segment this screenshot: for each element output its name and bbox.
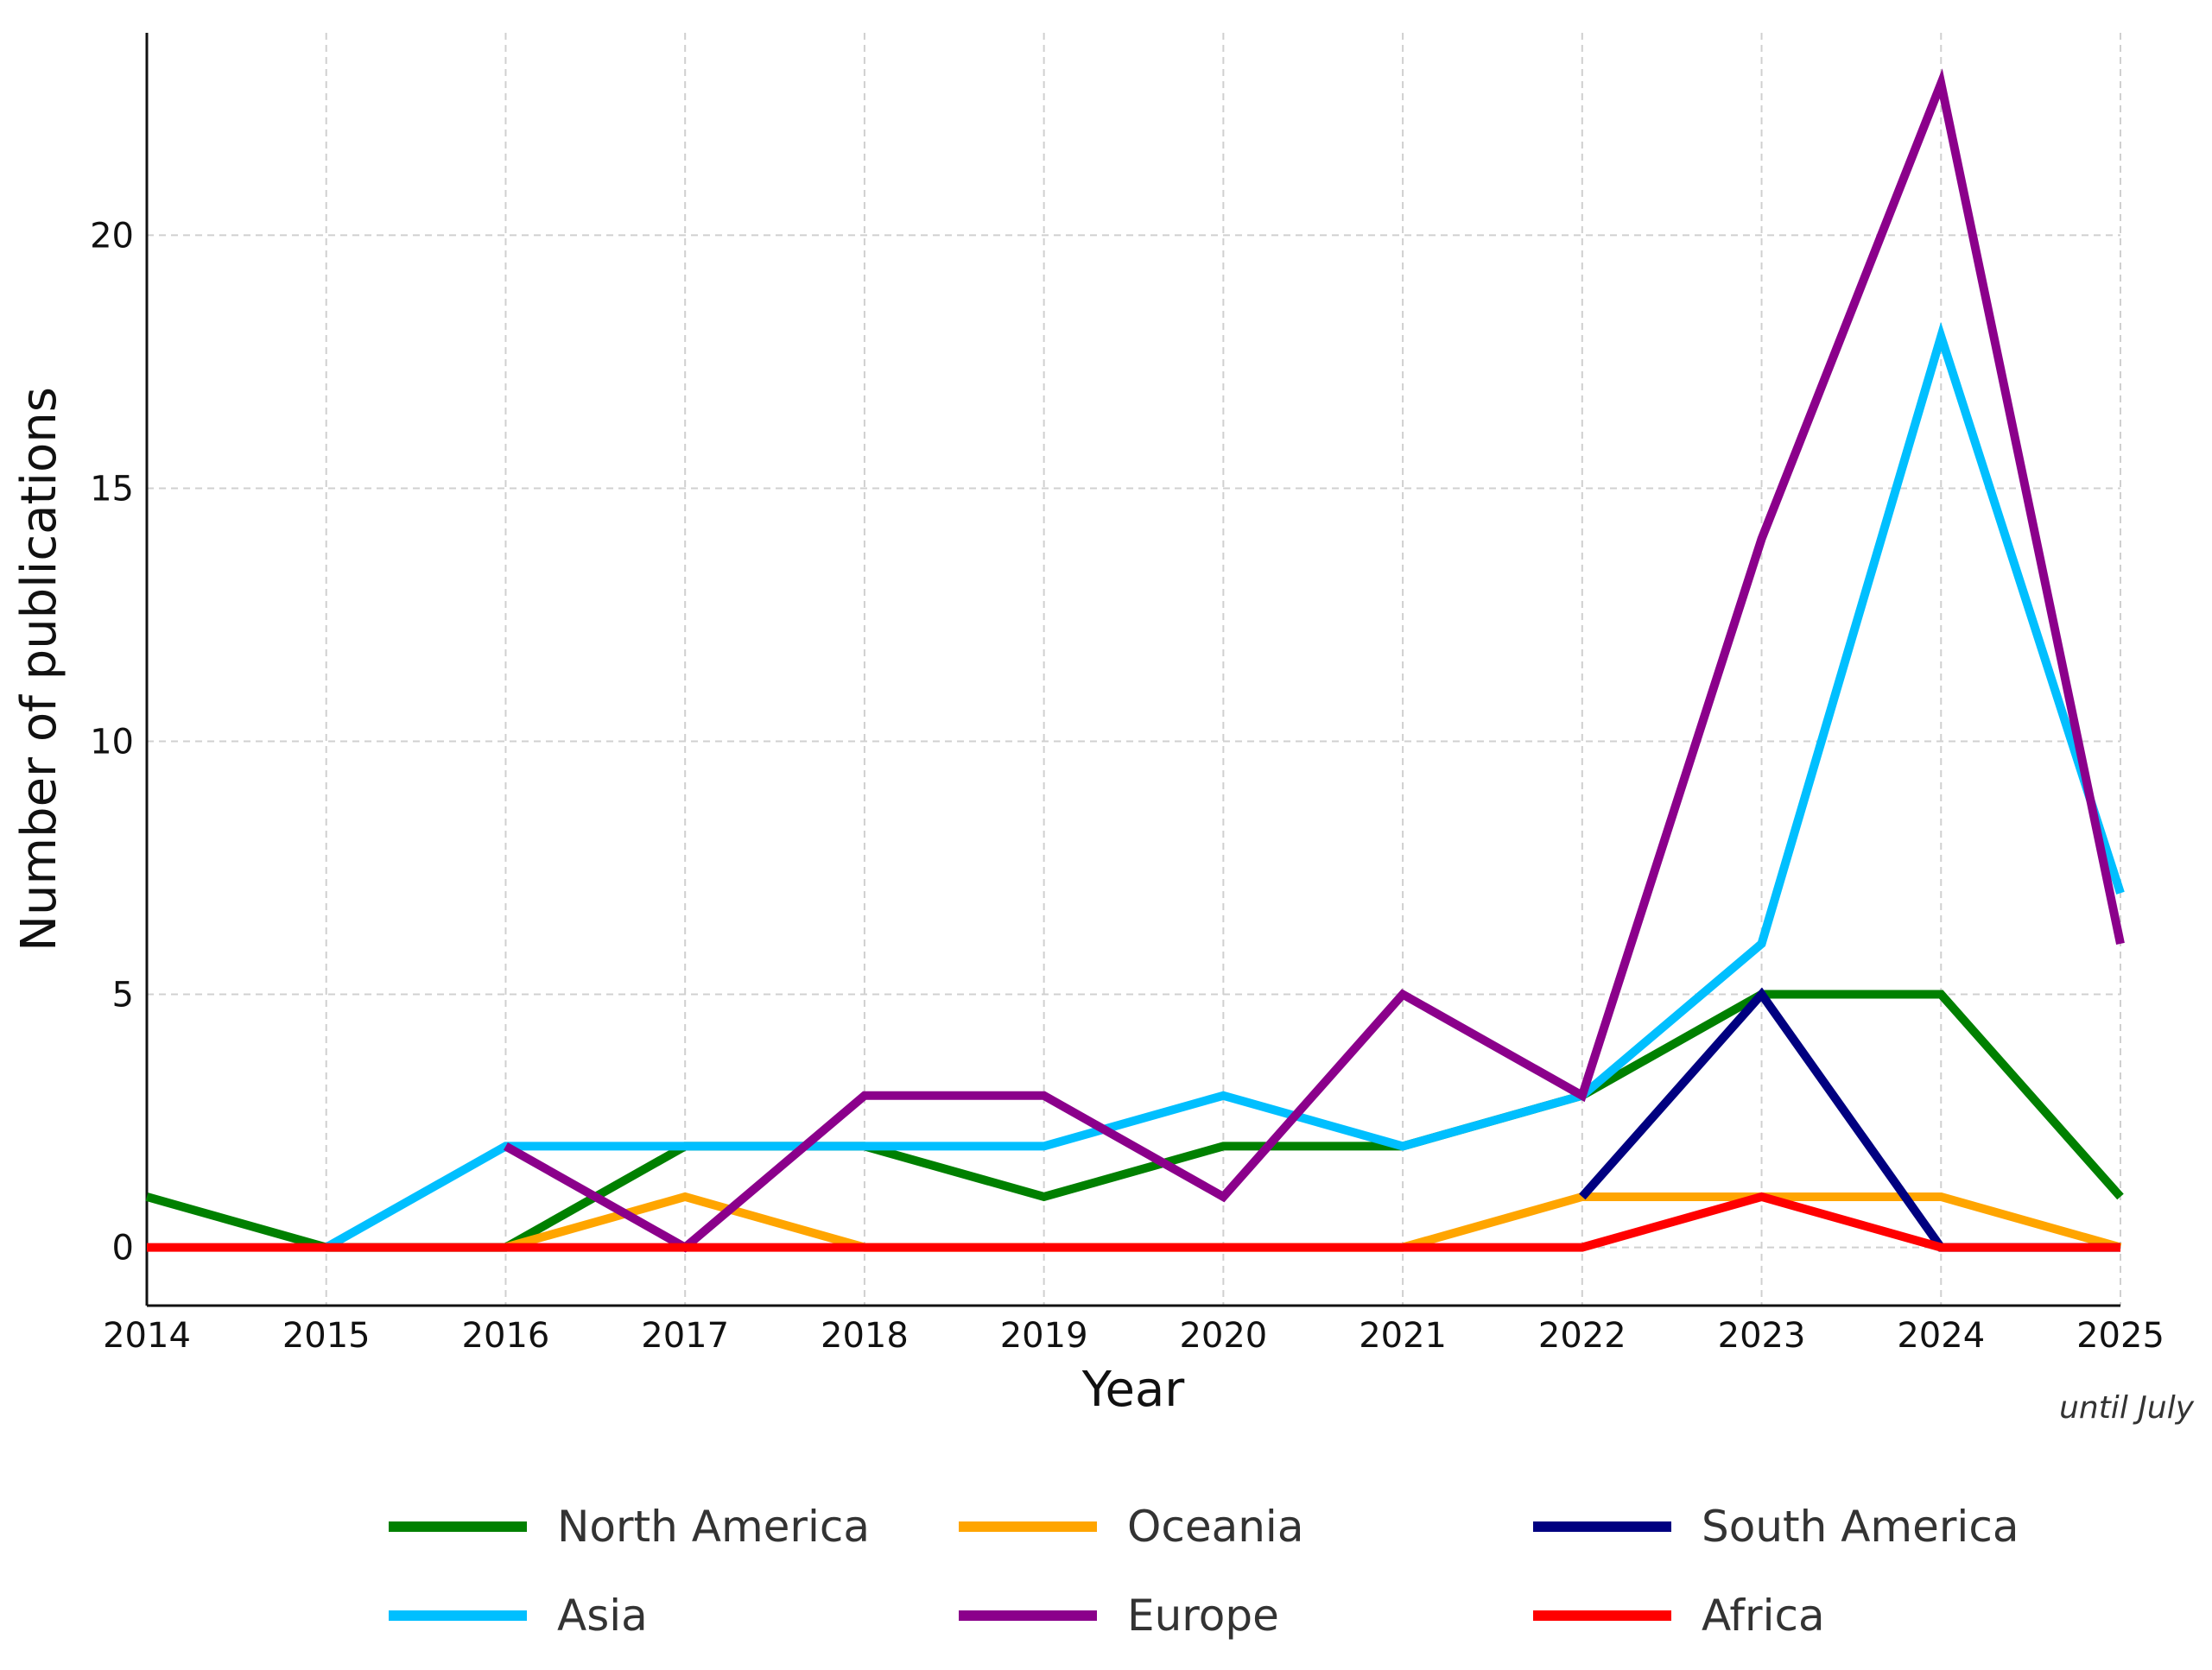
- y-tick-label: 10: [90, 723, 134, 762]
- series-line-africa: [147, 1192, 2120, 1252]
- y-tick-label: 15: [90, 469, 134, 509]
- y-axis-title: Number of publications: [11, 387, 67, 952]
- x-axis-title: Year: [1081, 1362, 1186, 1418]
- x-tick-label: 2019: [1000, 1316, 1088, 1356]
- x-tick-label: 2015: [282, 1316, 371, 1356]
- legend: North America Asia Oceania Europe South Amer…: [389, 1502, 2019, 1641]
- legend-label: North America: [557, 1502, 870, 1552]
- legend-item-europe: Europe: [959, 1591, 1279, 1641]
- x-tick-label: 2020: [1179, 1316, 1267, 1356]
- x-tick-label: 2025: [2076, 1316, 2164, 1356]
- series-layer: [145, 68, 2125, 1253]
- y-tick-label: 0: [112, 1229, 134, 1268]
- x-tick-label: 2023: [1718, 1316, 1806, 1356]
- legend-item-north-america: North America: [389, 1502, 870, 1552]
- series-line-asia: [324, 321, 2125, 1251]
- legend-label: Oceania: [1127, 1502, 1303, 1552]
- legend-label: Africa: [1702, 1591, 1825, 1641]
- x-tick-label: 2018: [821, 1316, 909, 1356]
- y-tick-label: 5: [112, 976, 134, 1015]
- legend-label: South America: [1702, 1502, 2019, 1552]
- y-tick-labels: 0 5 10 15 20: [90, 216, 134, 1268]
- legend-item-africa: Africa: [1533, 1591, 1825, 1641]
- grid-layer: [146, 33, 2121, 1306]
- x-tick-label: 2024: [1897, 1316, 1985, 1356]
- x-tick-label: 2022: [1538, 1316, 1626, 1356]
- y-tick-label: 20: [90, 216, 134, 256]
- x-tick-labels: 2014 2015 2016 2017 2018 2019 2020 2021 2022 2023…: [103, 1316, 2164, 1356]
- series-line-europe: [503, 68, 2125, 1253]
- series-line-oceania: [504, 1192, 2122, 1252]
- legend-label: Europe: [1127, 1591, 1279, 1641]
- axes-layer: [145, 33, 2120, 1307]
- legend-label: Asia: [557, 1591, 648, 1641]
- x-tick-label: 2021: [1359, 1316, 1447, 1356]
- legend-item-asia: Asia: [389, 1591, 648, 1641]
- legend-item-oceania: Oceania: [959, 1502, 1303, 1552]
- x-tick-label: 2017: [641, 1316, 729, 1356]
- x-axis-note: until July: [2059, 1390, 2195, 1426]
- x-tick-label: 2014: [103, 1316, 191, 1356]
- legend-item-south-america: South America: [1533, 1502, 2019, 1552]
- x-tick-label: 2016: [462, 1316, 550, 1356]
